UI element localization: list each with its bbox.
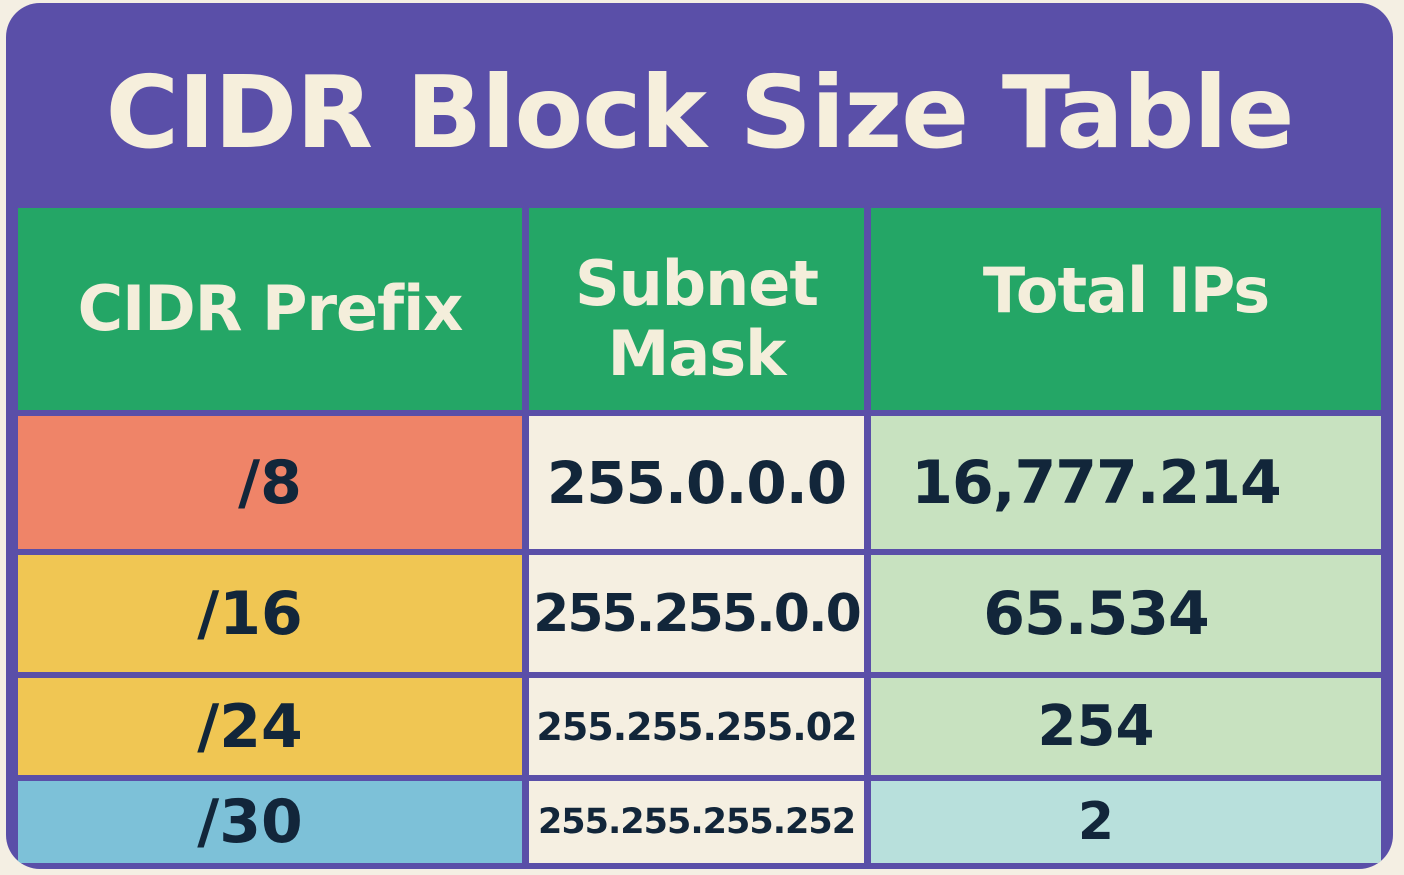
table-cell-ips-value: 16,777.214 — [911, 447, 1282, 518]
table-cell-prefix-value: /30 — [197, 787, 303, 857]
table-cell-ips-value: 65.534 — [983, 578, 1210, 649]
table-cell-prefix: /30 — [18, 781, 522, 863]
table-cell-ips-value: 254 — [1037, 694, 1155, 759]
header-subnet-mask-label: Subnet Mask — [575, 247, 819, 390]
table-cell-prefix: /8 — [18, 416, 522, 549]
header-cidr-prefix: CIDR Prefix — [18, 208, 522, 410]
table-cell-prefix: /24 — [18, 678, 522, 775]
table-cell-prefix-value: /24 — [197, 691, 303, 762]
header-total-ips: Total IPs — [871, 208, 1381, 410]
table-card: CIDR Block Size Table CIDR Prefix Subnet… — [6, 3, 1393, 869]
table-cell-mask: 255.255.255.252 — [529, 781, 864, 863]
table-cell-ips-value: 2 — [1077, 792, 1115, 852]
table-cell-ips: 254 — [871, 678, 1381, 775]
table-cell-prefix-value: /16 — [197, 578, 303, 649]
table-cell-prefix: /16 — [18, 555, 522, 672]
table-cell-ips: 2 — [871, 781, 1381, 863]
header-subnet-mask: Subnet Mask — [529, 208, 864, 410]
table-cell-ips: 65.534 — [871, 555, 1381, 672]
table-cell-ips: 16,777.214 — [871, 416, 1381, 549]
page-title: CIDR Block Size Table — [105, 54, 1295, 171]
table-cell-mask: 255.0.0.0 — [529, 416, 864, 549]
header-total-ips-label: Total IPs — [982, 254, 1270, 327]
table-cell-mask: 255.255.0.0 — [529, 555, 864, 672]
table-cell-mask: 255.255.255.02 — [529, 678, 864, 775]
cidr-table: CIDR Prefix Subnet Mask Total IPs /8 255… — [18, 208, 1382, 863]
